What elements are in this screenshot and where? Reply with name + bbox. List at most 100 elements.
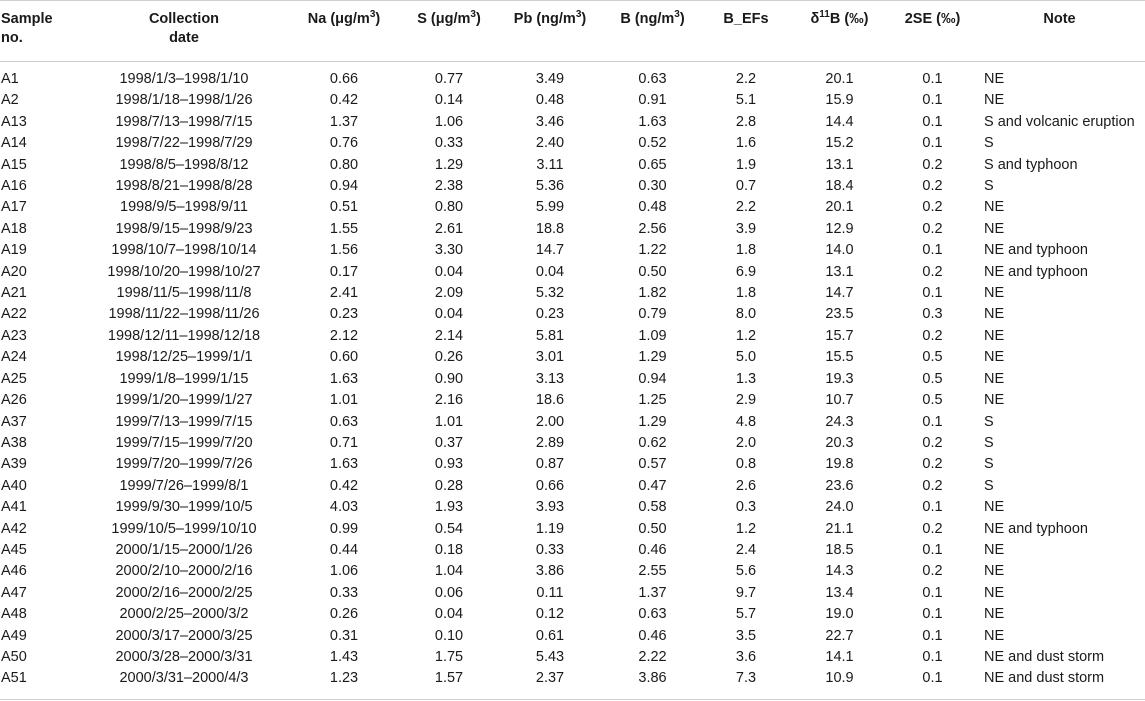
cell-delta-11b-value: 23.5	[825, 306, 854, 323]
cell-note: NE	[984, 541, 1005, 558]
cell-delta-11b-value: 10.7	[825, 392, 854, 409]
table-top-rule	[0, 0, 1145, 1]
cell-note: NE	[984, 306, 1005, 323]
header-delta-prefix: δ	[810, 11, 820, 27]
table-row: A1 1998/1/3–1998/1/10 0.66 0.77 3.49 0.63 2.2 2…	[0, 61, 1145, 90]
cell-delta-11b-value: 15.5	[825, 349, 854, 366]
header-sample-line2: no.	[1, 30, 23, 46]
cell-sample-no: A48	[1, 606, 27, 623]
table-body: A1 1998/1/3–1998/1/10 0.66 0.77 3.49 0.63 2.2 2…	[0, 61, 1145, 690]
header-b-efs: B_EFs	[704, 0, 788, 61]
cell-na-value: 0.71	[329, 434, 359, 451]
table-row: A25 1999/1/8–1999/1/15 1.63 0.90 3.13 0.94 1.3…	[0, 369, 1145, 390]
cell-b-efs-value: 1.2	[735, 327, 757, 344]
cell-b-value: 0.57	[638, 456, 667, 473]
cell-b-value: 2.55	[638, 563, 667, 580]
cell-b-value: 1.29	[638, 413, 667, 430]
header-s: S (μg/m3)	[399, 0, 499, 61]
cell-s-value: 0.26	[434, 349, 464, 366]
cell-na-value: 0.80	[329, 156, 359, 173]
cell-2se-value: 0.1	[922, 648, 943, 665]
cell-b-value: 2.22	[638, 648, 667, 665]
cell-collection-date: 2000/2/16–2000/2/25	[115, 584, 253, 601]
cell-b-value: 1.37	[638, 584, 667, 601]
cell-sample-no: A37	[1, 413, 27, 430]
cell-b-value: 0.47	[638, 477, 667, 494]
cell-note: NE	[984, 199, 1005, 216]
cell-pb-value: 0.33	[535, 541, 565, 558]
cell-pb-value: 0.04	[535, 263, 565, 280]
cell-collection-date: 1998/11/22–1998/11/26	[108, 306, 260, 323]
cell-b-value: 0.52	[638, 135, 667, 152]
cell-b-value: 0.48	[638, 199, 667, 216]
table-row: A48 2000/2/25–2000/3/2 0.26 0.04 0.12 0.63 5.7…	[0, 604, 1145, 625]
cell-na-value: 0.76	[329, 135, 359, 152]
cell-sample-no: A46	[1, 563, 27, 580]
cell-delta-11b-value: 22.7	[825, 627, 854, 644]
cell-pb-value: 1.19	[535, 520, 565, 537]
header-date-line2: date	[169, 30, 199, 46]
header-se-text: 2SE (‰)	[904, 11, 961, 27]
cell-2se-value: 0.1	[922, 413, 943, 430]
table-row: A46 2000/2/10–2000/2/16 1.06 1.04 3.86 2.55 5.…	[0, 561, 1145, 582]
cell-pb-value: 18.6	[535, 392, 565, 409]
cell-pb-value: 5.81	[535, 327, 565, 344]
cell-delta-11b-value: 20.1	[825, 71, 854, 87]
cell-pb-value: 3.13	[535, 370, 565, 387]
table-row: A22 1998/11/22–1998/11/26 0.23 0.04 0.23 0.79…	[0, 304, 1145, 325]
cell-b-efs-value: 3.6	[735, 648, 757, 665]
cell-note: NE	[984, 392, 1005, 409]
cell-collection-date: 1998/12/11–1998/12/18	[107, 327, 261, 344]
cell-pb-value: 3.93	[535, 499, 565, 516]
cell-sample-no: A13	[1, 113, 27, 130]
cell-collection-date: 1999/7/20–1999/7/26	[115, 456, 253, 473]
cell-s-value: 1.57	[434, 670, 464, 687]
cell-2se-value: 0.2	[922, 456, 943, 473]
cell-b-efs-value: 7.3	[735, 670, 757, 687]
cell-collection-date: 1998/12/25–1999/1/1	[115, 349, 253, 366]
cell-2se-value: 0.2	[922, 434, 943, 451]
cell-note: S	[984, 456, 994, 473]
cell-b-value: 0.79	[638, 306, 667, 323]
table-row: A14 1998/7/22–1998/7/29 0.76 0.33 2.40 0.52 1.…	[0, 133, 1145, 154]
cell-b-value: 0.46	[638, 541, 667, 558]
header-s-sup: 3	[470, 9, 476, 21]
cell-sample-no: A19	[1, 242, 27, 259]
cell-delta-11b-value: 14.7	[825, 285, 854, 302]
cell-collection-date: 1999/7/15–1999/7/20	[115, 434, 253, 451]
cell-2se-value: 0.5	[922, 392, 943, 409]
cell-b-value: 1.25	[638, 392, 667, 409]
cell-delta-11b-value: 12.9	[825, 220, 854, 237]
cell-note: NE	[984, 584, 1005, 601]
cell-sample-no: A41	[1, 499, 27, 516]
table-row: A19 1998/10/7–1998/10/14 1.56 3.30 14.7 1.22 1…	[0, 240, 1145, 261]
cell-na-value: 2.41	[329, 285, 359, 302]
cell-collection-date: 1998/1/18–1998/1/26	[115, 92, 253, 109]
cell-pb-value: 0.87	[535, 456, 565, 473]
cell-s-value: 0.04	[434, 263, 464, 280]
table-row: A15 1998/8/5–1998/8/12 0.80 1.29 3.11 0.65 1.9…	[0, 155, 1145, 176]
header-b: B (ng/m3)	[601, 0, 704, 61]
cell-2se-value: 0.1	[922, 584, 943, 601]
cell-sample-no: A51	[1, 670, 27, 687]
header-b-sup: 3	[674, 9, 680, 21]
cell-na-value: 0.99	[329, 520, 359, 537]
cell-b-efs-value: 0.8	[735, 456, 757, 473]
cell-sample-no: A1	[1, 71, 19, 87]
cell-na-value: 1.23	[329, 670, 359, 687]
cell-note: NE	[984, 327, 1005, 344]
cell-2se-value: 0.1	[922, 499, 943, 516]
cell-2se-value: 0.3	[922, 306, 943, 323]
cell-delta-11b-value: 20.1	[825, 199, 854, 216]
cell-note: NE and typhoon	[984, 263, 1088, 280]
header-note-text: Note	[1043, 11, 1076, 27]
table-row: A42 1999/10/5–1999/10/10 0.99 0.54 1.19 0.50 1…	[0, 519, 1145, 540]
table-row: A20 1998/10/20–1998/10/27 0.17 0.04 0.04 0.50…	[0, 262, 1145, 283]
cell-s-value: 0.54	[434, 520, 464, 537]
cell-sample-no: A50	[1, 648, 27, 665]
cell-note: NE	[984, 349, 1005, 366]
cell-2se-value: 0.1	[922, 670, 943, 687]
cell-s-value: 0.93	[434, 456, 464, 473]
cell-pb-value: 5.36	[535, 178, 565, 195]
cell-delta-11b-value: 13.1	[825, 156, 854, 173]
